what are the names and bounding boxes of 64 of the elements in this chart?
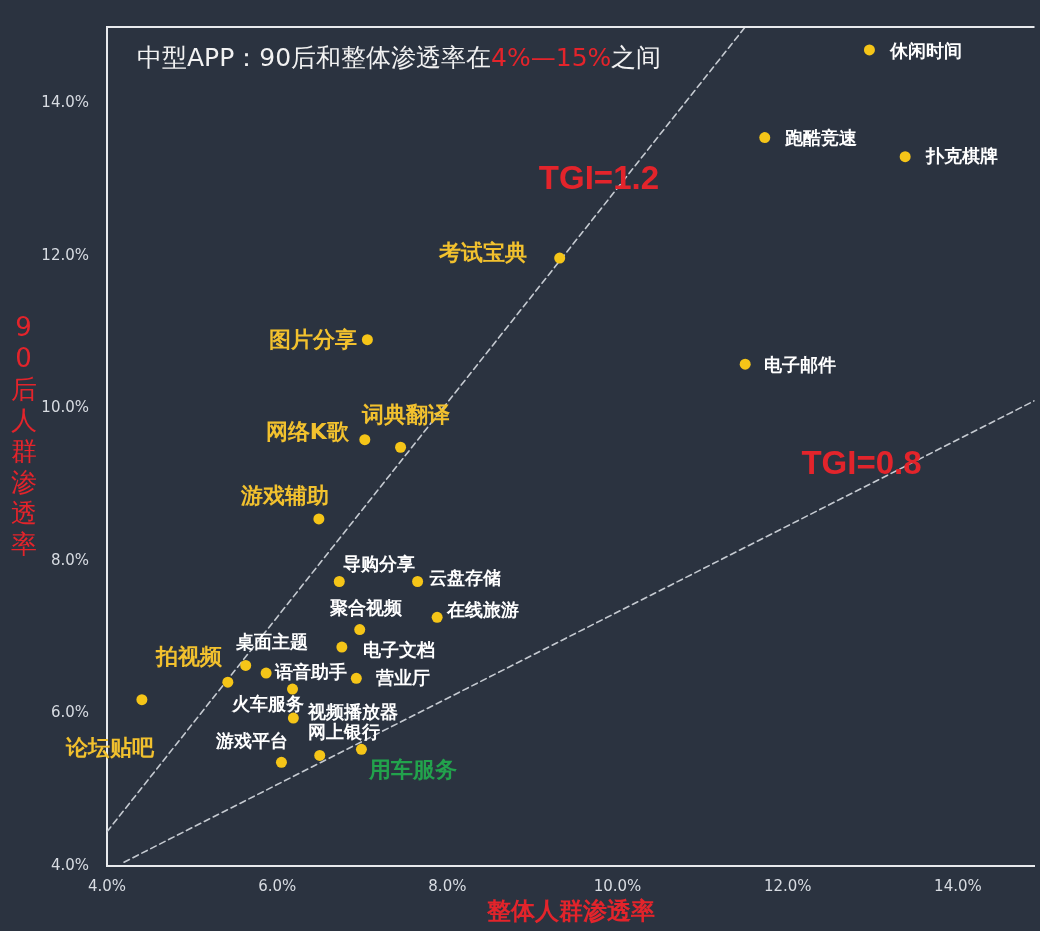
point <box>336 641 348 653</box>
annotation: 桌面主题 <box>234 631 308 653</box>
point <box>759 132 771 144</box>
point <box>739 358 751 370</box>
point <box>313 513 325 525</box>
y-tick-label: 8.0% <box>50 550 89 569</box>
y-axis-title: 90后人群渗透率 <box>10 312 37 560</box>
x-tick-label: 8.0% <box>428 876 467 895</box>
point <box>899 151 911 163</box>
annotation: 跑酷竞速 <box>783 127 857 149</box>
annotation: 火车服务 <box>230 692 304 714</box>
x-tick-label: 14.0% <box>934 876 982 895</box>
point <box>333 576 345 587</box>
point <box>359 434 371 446</box>
annotation: 词典翻译 <box>360 401 450 427</box>
point <box>395 441 407 453</box>
point <box>554 252 566 264</box>
point <box>136 694 148 706</box>
point <box>287 683 298 695</box>
annotation: 营业厅 <box>375 667 431 689</box>
point <box>863 44 875 56</box>
x-tick-label: 4.0% <box>87 876 127 895</box>
annotation: 网上银行 <box>307 721 380 743</box>
point <box>275 756 287 768</box>
annotation: 休闲时间 <box>889 39 963 61</box>
y-tick-label: 10.0% <box>41 398 89 417</box>
point <box>355 743 367 755</box>
point <box>287 712 299 724</box>
x-tick-label: 10.0% <box>593 876 642 895</box>
point <box>350 672 362 684</box>
annotation: 拍视频 <box>154 643 223 669</box>
point <box>431 611 443 623</box>
annotation: 电子文档 <box>362 638 435 660</box>
annotation: 语音助手 <box>274 660 348 682</box>
y-tick-label: 14.0% <box>41 93 89 112</box>
point <box>354 624 366 636</box>
annotation: 网络K歌 <box>265 419 350 445</box>
text: 中型APP：90后和整体渗透率在4%—15%之间 <box>137 42 662 72</box>
point <box>412 576 424 587</box>
x-tick-label: 6.0% <box>258 876 297 895</box>
annotation: 游戏辅助 <box>239 482 329 508</box>
point <box>314 749 326 761</box>
annotation: 电子邮件 <box>764 353 837 375</box>
point <box>222 676 234 688</box>
annotation: 考试宝典 <box>437 239 527 265</box>
annotation: 游戏平台 <box>215 729 289 751</box>
series-label: TGI=1.2 <box>538 158 659 196</box>
point <box>260 667 272 679</box>
x-axis-title: 整体人群渗透率 <box>485 896 655 925</box>
point <box>361 334 373 346</box>
annotation: 用车服务 <box>368 757 458 783</box>
point <box>240 659 252 671</box>
annotation: 聚合视频 <box>328 597 403 619</box>
annotation: 图片分享 <box>269 327 358 353</box>
y-tick-label: 4.0% <box>50 855 89 874</box>
annotation: 扑克棋牌 <box>925 145 999 167</box>
annotation: 视频播放器 <box>307 700 399 722</box>
y-tick-label: 12.0% <box>41 245 89 264</box>
annotation: 导购分享 <box>343 553 416 575</box>
annotation: 在线旅游 <box>446 599 520 621</box>
series-label: TGI=0.8 <box>801 443 922 481</box>
annotation: 云盘存储 <box>428 567 501 589</box>
y-tick-label: 6.0% <box>50 703 89 722</box>
x-tick-label: 12.0% <box>763 876 812 895</box>
